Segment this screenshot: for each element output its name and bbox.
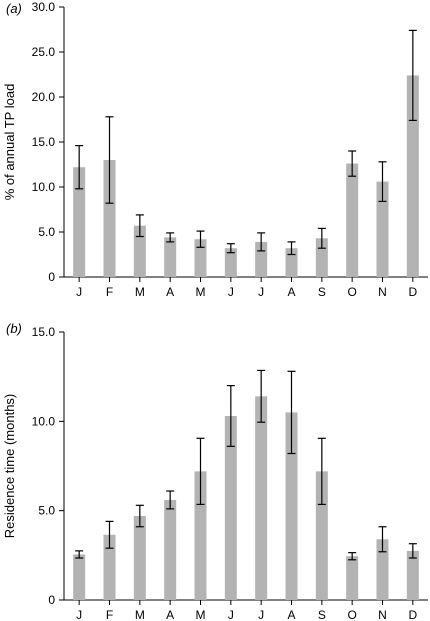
panel-a-bars [73,29,419,278]
panel-a-y-tick-label: 20.0 [32,90,56,104]
panel-b-y-tick-label: 10.0 [32,414,56,428]
panel-a-x-tick-label: J [76,285,82,299]
panel-a-ticks: 0 5.0 10.0 15.0 20.0 25.0 30.0 J F M A M J J A S O N D [32,0,418,299]
panel-a-y-axis-title: % of annual TP load [2,84,17,201]
panel-a-x-tick-label: O [347,285,356,299]
panel-a-y-tick-label: 5.0 [38,225,55,239]
panel-b-bar [164,499,177,600]
panel-b-y-axis-title: Residence time (months) [2,394,17,539]
panel-a-y-tick-label: 30.0 [32,0,56,14]
panel-b-x-tick-label: J [228,608,234,621]
panel-b-x-tick-label: M [135,608,145,621]
panel-b-bar [224,415,237,600]
panel-a-bar [73,167,86,277]
panel-a-x-tick-label: N [378,285,387,299]
panel-a-x-tick-label: J [228,285,234,299]
panel-a-y-tick-label: 0 [48,270,55,284]
panel-b-label: (b) [6,321,22,336]
panel-b-y-tick-label: 15.0 [32,325,56,339]
panel-b-x-tick-label: O [347,608,356,621]
panel-a-bar [285,248,298,277]
panel-a-x-tick-label: D [408,285,417,299]
panel-a-bar [224,248,237,277]
panel-b-bar [103,534,116,600]
panel-a-bar [406,75,419,278]
panel-a-x-tick-label: F [106,285,113,299]
panel-a-bar [346,163,359,277]
panel-b-bar [73,554,86,600]
panel-a-x-tick-label: M [196,285,206,299]
panel-a-x-tick-label: J [258,285,264,299]
panel-b-x-tick-label: A [287,608,295,621]
panel-b-bars [73,369,419,600]
panel-b-x-tick-label: J [258,608,264,621]
panel-a-bar [133,225,146,277]
panel-a-label: (a) [6,1,22,16]
panel-b-y-tick-label: 5.0 [38,504,55,518]
panel-b-x-tick-label: S [318,608,326,621]
panel-b-x-tick-label: A [166,608,174,621]
chart-panel-a: (a) % of annual TP load 0 5.0 10.0 15.0 20.0… [2,0,428,299]
panel-a-x-tick-label: M [135,285,145,299]
panel-b-bar [194,471,207,600]
panel-a-bar [194,239,207,277]
panel-b-x-tick-label: F [106,608,113,621]
panel-b-x-tick-label: M [196,608,206,621]
panel-b-bar [285,412,298,600]
panel-a-x-tick-label: A [166,285,174,299]
panel-b-bar [255,396,268,600]
panel-a-y-tick-label: 10.0 [32,180,56,194]
panel-b-y-tick-label: 0 [48,593,55,607]
panel-b-bar [133,516,146,600]
panel-a-y-tick-label: 25.0 [32,45,56,59]
panel-b-bar [376,539,389,600]
panel-b-x-tick-label: N [378,608,387,621]
panel-b-ticks: 0 5.0 10.0 15.0 J F M A M J J A S O N D [32,325,418,621]
panel-b-x-tick-label: D [408,608,417,621]
panel-a-bar [376,181,389,277]
panel-a-y-tick-label: 15.0 [32,135,56,149]
panel-a-x-tick-label: S [318,285,326,299]
panel-b-bar [315,471,328,600]
chart-panel-b: (b) Residence time (months) 0 5.0 10.0 15.0… [2,321,428,621]
panel-a-bar [164,237,177,277]
panel-a-x-tick-label: A [287,285,295,299]
panel-a-bar [103,160,116,277]
panel-b-bar [346,556,359,600]
panel-b-x-tick-label: J [76,608,82,621]
panel-b-bar [406,550,419,600]
